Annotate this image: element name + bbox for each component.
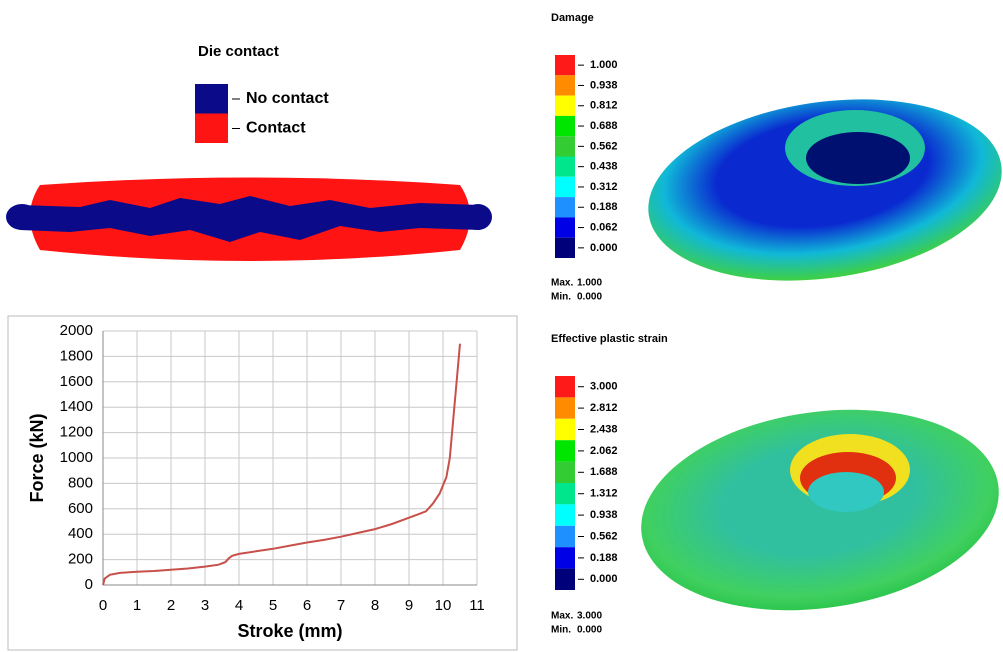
x-tick-label: 11	[469, 597, 485, 614]
colorbar-label: 0.188	[590, 552, 618, 564]
min-label: Min.	[551, 625, 571, 636]
y-tick-label: 0	[85, 576, 93, 593]
y-tick-label: 400	[68, 525, 93, 542]
colorbar-label: 1.312	[590, 488, 618, 500]
y-tick-label: 1600	[60, 373, 93, 390]
colorbar-label: 0.188	[590, 201, 618, 213]
colorbar-title: Effective plastic strain	[551, 333, 668, 345]
colorbar-cell	[555, 176, 575, 198]
colorbar-label: 0.438	[590, 161, 618, 173]
colorbar-cell	[555, 397, 575, 419]
y-tick-label: 1200	[60, 424, 93, 441]
colorbar-cell	[555, 75, 575, 96]
colorbar-cell	[555, 461, 575, 483]
colorbar-label: 0.812	[590, 100, 618, 112]
min-value: 0.000	[577, 625, 602, 636]
y-tick-label: 600	[68, 500, 93, 517]
colorbar-label: 1.688	[590, 466, 618, 478]
colorbar-label: 0.000	[590, 573, 618, 585]
colorbar-cell	[555, 55, 575, 76]
x-tick-label: 9	[405, 597, 413, 614]
colorbar-label: 3.000	[590, 381, 618, 393]
colorbar-label: 2.438	[590, 423, 618, 435]
colorbar-cell	[555, 483, 575, 505]
colorbar-cell	[555, 440, 575, 462]
colorbar-label: 1.000	[590, 59, 618, 71]
x-tick-label: 3	[201, 597, 209, 614]
legend-swatch	[195, 84, 228, 114]
colorbar-label: 2.812	[590, 402, 618, 414]
colorbar-cell	[555, 525, 575, 548]
colorbar-title: Damage	[551, 12, 594, 24]
strain-image	[641, 409, 999, 611]
x-tick-label: 5	[269, 597, 277, 614]
y-axis-label: Force (kN)	[27, 413, 47, 502]
x-axis-label: Stroke (mm)	[237, 621, 342, 641]
colorbar-cell	[555, 217, 575, 238]
colorbar-label: 0.562	[590, 140, 618, 152]
colorbar-cell	[555, 95, 575, 116]
colorbar-cell	[555, 197, 575, 218]
y-tick-label: 200	[68, 551, 93, 568]
legend-label: Contact	[246, 120, 306, 137]
colorbar-label: 0.688	[590, 120, 618, 132]
max-label: Max.	[551, 278, 573, 289]
chart-frame	[7, 315, 518, 651]
colorbar-label: 0.000	[590, 242, 618, 254]
legend-label: No contact	[246, 90, 329, 107]
colorbar-cell	[555, 156, 575, 177]
min-label: Min.	[551, 292, 571, 303]
y-tick-label: 2000	[60, 322, 93, 339]
colorbar-cell	[555, 547, 575, 569]
damage-image	[648, 99, 1002, 281]
colorbar-cell	[555, 136, 575, 157]
min-value: 0.000	[577, 292, 602, 303]
colorbar-label: 0.312	[590, 181, 618, 193]
x-tick-label: 10	[435, 597, 452, 614]
x-tick-label: 6	[303, 597, 311, 614]
y-tick-label: 1400	[60, 398, 93, 415]
colorbar-label: 0.938	[590, 509, 618, 521]
colorbar-label: 0.562	[590, 530, 618, 542]
max-value: 1.000	[577, 278, 602, 289]
colorbar-label: 0.938	[590, 79, 618, 91]
max-value: 3.000	[577, 611, 602, 622]
colorbar-label: 0.062	[590, 221, 618, 233]
y-tick-label: 1000	[60, 449, 93, 466]
die-contact-title: Die contact	[198, 43, 279, 60]
x-tick-label: 2	[167, 597, 175, 614]
colorbar-cell	[555, 376, 575, 398]
max-label: Max.	[551, 611, 573, 622]
y-tick-label: 800	[68, 474, 93, 491]
legend-swatch	[195, 113, 228, 143]
colorbar-cell	[555, 115, 575, 137]
colorbar-cell	[555, 504, 575, 526]
die-contact-image	[6, 177, 492, 261]
colorbar-cell	[555, 237, 575, 258]
colorbar-cell	[555, 568, 575, 590]
force-line	[102, 343, 461, 586]
x-tick-label: 7	[337, 597, 345, 614]
colorbar-label: 2.062	[590, 445, 618, 457]
colorbar-cell	[555, 418, 575, 441]
x-tick-label: 1	[133, 597, 141, 614]
y-tick-label: 1800	[60, 347, 93, 364]
x-tick-label: 8	[371, 597, 379, 614]
x-tick-label: 4	[235, 597, 243, 614]
x-tick-label: 0	[99, 597, 107, 614]
